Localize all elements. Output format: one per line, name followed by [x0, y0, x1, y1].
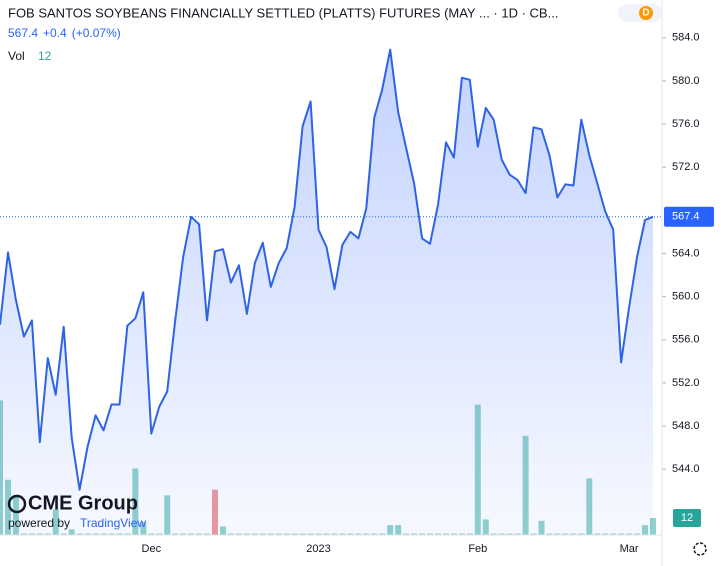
badge-text: D [642, 8, 649, 19]
volume-box-label: 12 [681, 512, 693, 524]
price-change: +0.4 [43, 26, 67, 40]
price-line [0, 48, 654, 491]
chart-title: FOB SANTOS SOYBEANS FINANCIALLY SETTLED … [8, 5, 558, 20]
y-tick-label: 580.0 [672, 75, 700, 87]
y-tick-label: 544.0 [672, 463, 700, 475]
x-tick-label: Mar [620, 543, 639, 555]
badge [639, 6, 653, 20]
x-tick-label: 2023 [306, 543, 330, 555]
x-tick-label: Feb [468, 543, 487, 555]
y-tick-label: 560.0 [672, 291, 700, 303]
logo-brand: CME Group [28, 492, 138, 514]
price-change-pct: (+0.07%) [72, 26, 121, 40]
y-tick-label: 572.0 [672, 161, 700, 173]
volume-label: Vol [8, 49, 25, 63]
y-tick-label: 552.0 [672, 377, 700, 389]
logo-powered: powered by [8, 516, 70, 530]
y-tick-label: 584.0 [672, 32, 700, 44]
logo-icon [7, 494, 27, 514]
plot-area [0, 48, 656, 535]
x-tick-label: Dec [142, 543, 162, 555]
y-tick-label: 576.0 [672, 118, 700, 130]
last-price: 567.4 [8, 26, 38, 40]
logo-platform: TradingView [80, 516, 146, 530]
y-tick-label: 556.0 [672, 334, 700, 346]
last-price-box [664, 206, 714, 227]
y-tick-label: 564.0 [672, 247, 700, 259]
settings-icon[interactable] [693, 542, 707, 556]
volume-box [673, 509, 701, 527]
volume-value: 12 [38, 49, 52, 63]
last-price-label: 567.4 [672, 211, 700, 223]
y-tick-label: 548.0 [672, 420, 700, 432]
price-area [0, 49, 653, 535]
